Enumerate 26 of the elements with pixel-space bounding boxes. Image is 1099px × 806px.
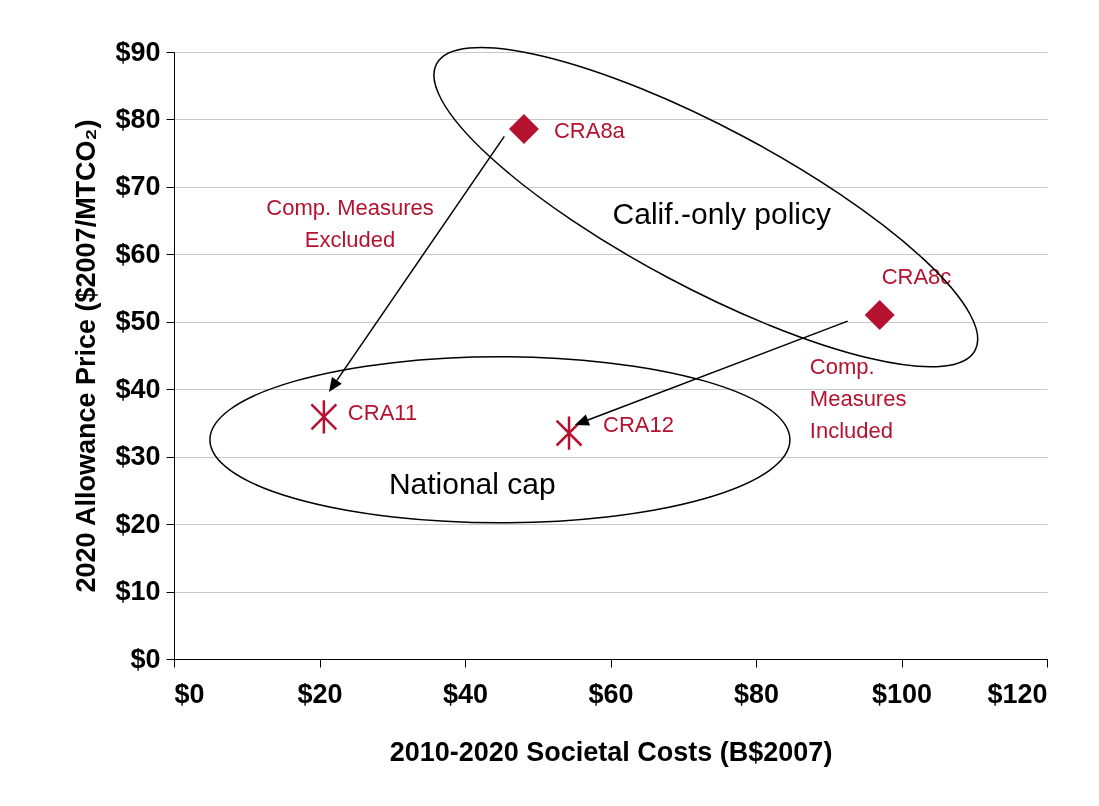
y-tick-label: $20 <box>115 508 161 539</box>
x-tick-label: $100 <box>871 678 933 709</box>
x-tick-label: $60 <box>588 678 634 709</box>
y-tick-label: $70 <box>115 171 161 202</box>
annotation: Calif.-only policy <box>612 197 832 231</box>
annotation: Comp. Measures Excluded <box>266 195 434 253</box>
y-tick-label: $10 <box>115 576 161 607</box>
annotation: Comp. Measures Included <box>809 353 907 443</box>
y-tick-label: $30 <box>115 441 161 472</box>
x-tick-label: $0 <box>174 678 205 709</box>
y-tick-label: $50 <box>115 306 161 337</box>
x-tick-label: $20 <box>297 678 343 709</box>
annotation: CRA8a <box>553 117 626 143</box>
y-tick-label: $0 <box>130 643 161 674</box>
y-tick-label: $40 <box>115 373 161 404</box>
y-tick-label: $60 <box>115 238 161 269</box>
y-tick-label: $90 <box>115 36 161 67</box>
annotation: CRA12 <box>603 412 674 438</box>
x-axis-title: 2010-2020 Societal Costs (B$2007) <box>389 736 833 767</box>
x-tick-label: $80 <box>733 678 780 709</box>
y-tick-label: $80 <box>115 103 161 134</box>
x-tick-label: $40 <box>442 678 489 709</box>
annotation: CRA11 <box>347 399 418 425</box>
annotation: National cap <box>388 466 556 500</box>
x-tick-label: $120 <box>987 678 1048 709</box>
y-axis-title: 2020 Allowance Price ($2007/MTCO₂) <box>71 119 102 593</box>
